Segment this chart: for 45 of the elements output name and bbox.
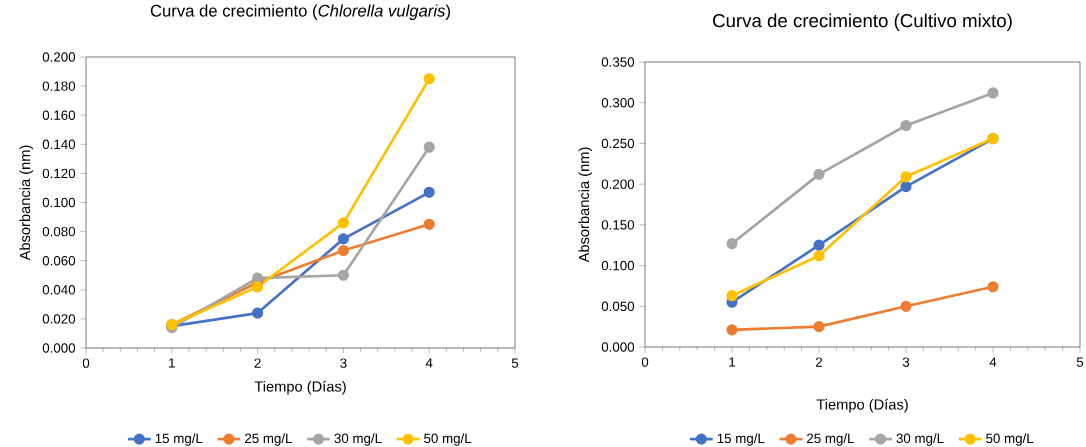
y-tick-label: 0.200 — [42, 52, 76, 62]
y-tick-label: 0.000 — [42, 343, 76, 353]
legend-label: 50 mg/L — [424, 433, 472, 446]
y-tick-label: 0.020 — [42, 314, 76, 324]
x-axis-title: Tiempo (Días) — [816, 398, 908, 413]
y-tick-label: 0.100 — [601, 260, 635, 271]
x-tick-label: 2 — [254, 358, 261, 368]
x-tick-label: 1 — [729, 357, 736, 367]
legend-label: 50 mg/L — [986, 433, 1034, 446]
y-axis-title: Absorbancia (nm) — [19, 145, 34, 261]
x-tick-label: 5 — [1076, 357, 1084, 367]
chart-title: Curva de crecimiento (Chlorella vulgaris) — [150, 4, 450, 20]
y-axis-title: Absorbancia (nm) — [578, 147, 593, 263]
y-tick-label: 0.150 — [601, 220, 635, 230]
x-tick-label: 2 — [815, 357, 823, 367]
legend-label: 30 mg/L — [334, 433, 382, 446]
y-tick-label: 0.250 — [601, 138, 635, 149]
y-tick-label: 0.060 — [42, 255, 76, 266]
x-tick-label: 0 — [641, 357, 649, 367]
y-tick-label: 0.050 — [601, 301, 635, 311]
x-tick-label: 0 — [82, 358, 90, 368]
legend-label: 30 mg/L — [896, 433, 944, 446]
x-tick-label: 5 — [511, 358, 519, 368]
legend-label: 25 mg/L — [244, 433, 293, 446]
x-tick-label: 4 — [989, 357, 997, 367]
y-tick-label: 0.140 — [42, 139, 76, 150]
x-tick-label: 3 — [902, 357, 910, 367]
y-tick-label: 0.300 — [601, 98, 635, 108]
y-tick-label: 0.200 — [601, 179, 635, 189]
y-tick-label: 0.120 — [42, 168, 76, 179]
legend-label: 15 mg/L — [155, 433, 203, 446]
y-tick-label: 0.040 — [42, 285, 76, 295]
legend-label: 25 mg/L — [806, 433, 855, 446]
x-tick-label: 4 — [425, 358, 433, 368]
y-tick-label: 0.080 — [42, 226, 76, 237]
x-axis-title: Tiempo (Días) — [254, 380, 346, 395]
y-tick-label: 0.160 — [42, 110, 76, 120]
y-tick-label: 0.350 — [601, 57, 635, 67]
y-tick-label: 0.180 — [42, 81, 76, 91]
y-tick-label: 0.000 — [601, 342, 635, 352]
legend-label: 15 mg/L — [717, 433, 765, 446]
chart-title: Curva de crecimiento (Cultivo mixto) — [713, 13, 1012, 31]
x-tick-label: 1 — [169, 358, 175, 368]
x-tick-label: 3 — [340, 358, 347, 368]
y-tick-label: 0.100 — [42, 197, 76, 208]
